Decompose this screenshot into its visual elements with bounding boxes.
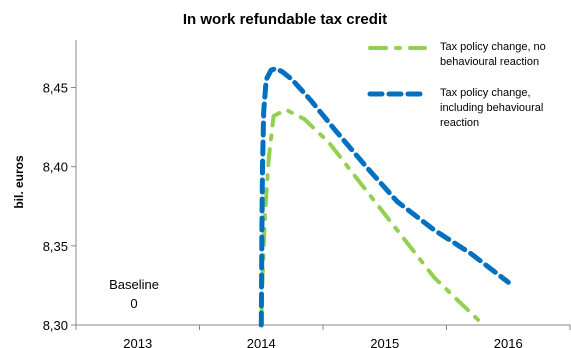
y-tick-label: 8,30 (43, 318, 68, 333)
legend-label-1: Tax policy change, (440, 87, 531, 99)
series-line-0 (259, 107, 486, 327)
legend-label-0: behavioural reaction (440, 56, 539, 68)
legend-label-0: Tax policy change, no (440, 41, 546, 53)
baseline-annotation: Baseline 0 (109, 277, 159, 311)
series-layer (258, 66, 511, 328)
legend-label-1: including behavioural (440, 102, 543, 114)
y-tick-label: 8,35 (43, 239, 68, 254)
baseline-label: Baseline (109, 277, 159, 292)
x-tick-label: 2016 (494, 336, 523, 348)
y-tick-label: 8,45 (43, 81, 68, 96)
baseline-value: 0 (130, 296, 137, 311)
ticks: 8,30 8,35 8,40 8,45 2013 2014 2015 2016 (43, 81, 571, 348)
y-axis-label: bil. euros (12, 155, 26, 209)
series-line-1 (258, 66, 511, 328)
legend: Tax policy change, no behavioural reactio… (367, 41, 546, 129)
chart-title: In work refundable tax credit (183, 11, 387, 28)
x-tick-label: 2013 (123, 336, 152, 348)
x-tick-label: 2014 (247, 336, 276, 348)
x-tick-label: 2015 (370, 336, 399, 348)
y-tick-label: 8,40 (43, 160, 68, 175)
legend-label-1: reaction (440, 117, 479, 129)
